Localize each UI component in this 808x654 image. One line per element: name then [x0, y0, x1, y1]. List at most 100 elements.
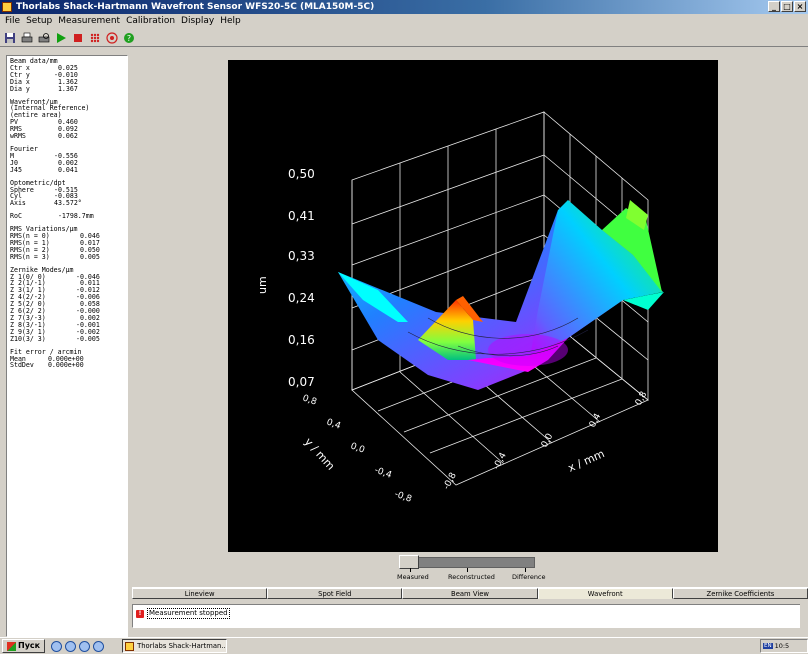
y-tick-label: 0,4: [325, 417, 342, 431]
menu-help[interactable]: Help: [220, 16, 241, 26]
stop-icon[interactable]: [71, 31, 85, 45]
result-row: Z 3(1/ 1) -0.012: [10, 287, 124, 294]
result-row: Z 9(3/ 1) -0.002: [10, 328, 124, 336]
menu-measurement[interactable]: Measurement: [58, 16, 121, 26]
menu-file[interactable]: File: [5, 16, 21, 26]
save-icon[interactable]: [3, 31, 17, 45]
spot-grid-icon[interactable]: [88, 31, 102, 45]
result-value: 0.050: [72, 245, 100, 254]
section-header: Beam data/mm: [10, 57, 58, 65]
slider-label-measured[interactable]: Measured: [397, 573, 429, 581]
email-icon[interactable]: [65, 640, 77, 652]
result-key: Z 2(1/-1): [10, 279, 46, 288]
result-value: 0.460: [50, 118, 78, 127]
optometric-section: Optometric/dpt Sphere -0.515 Cyl -0.083 …: [10, 178, 124, 208]
result-value: -0.046: [72, 272, 100, 281]
slider-tick: [525, 568, 526, 572]
result-row: Ctr x 0.025: [10, 65, 124, 72]
result-row: Dia y 1.367: [10, 84, 124, 93]
result-key: PV: [10, 118, 18, 127]
result-key: Z 4(2/-2): [10, 293, 46, 302]
window-title: Thorlabs Shack-Hartmann Wavefront Sensor…: [16, 2, 375, 12]
result-value: -1798.7mm: [50, 212, 94, 221]
results-panel[interactable]: Beam data/mm Ctr x 0.025 Ctr y -0.010 Di…: [6, 55, 128, 637]
section-header: Fourier: [10, 144, 38, 153]
menu-calibration[interactable]: Calibration: [126, 16, 176, 26]
result-value: -0.005: [72, 334, 100, 343]
play-icon[interactable]: [54, 31, 68, 45]
result-value: 0.092: [50, 125, 78, 134]
result-row: RMS(n = 0) 0.046: [10, 233, 124, 240]
close-button[interactable]: ×: [794, 1, 806, 12]
browser-icon[interactable]: [51, 640, 63, 652]
desktop-icon[interactable]: [79, 640, 91, 652]
result-value: 0.002: [72, 314, 100, 322]
result-row: J0 0.002: [10, 158, 124, 167]
help-icon[interactable]: ?: [122, 31, 136, 45]
y-tick-label: 0,8: [301, 393, 318, 407]
result-value: 1.367: [50, 84, 78, 93]
zernike-section: Zernike Modes/µm Z 1(0/ 0) -0.046 Z 2(1/…: [10, 266, 124, 343]
tab-spot-field[interactable]: Spot Field: [267, 588, 403, 599]
slider-label-difference[interactable]: Difference: [512, 573, 546, 581]
log-scrollbar[interactable]: [800, 604, 808, 628]
result-row: M -0.556: [10, 151, 124, 160]
result-value: 0.005: [72, 252, 100, 261]
maximize-button[interactable]: □: [781, 1, 793, 12]
tab-lineview[interactable]: Lineview: [132, 588, 268, 599]
view-slider-track[interactable]: [400, 557, 535, 568]
result-value: -0.556: [50, 151, 78, 160]
result-row: Axis 43.572°: [10, 200, 124, 207]
print-icon[interactable]: [20, 31, 34, 45]
result-value: 1.362: [50, 77, 78, 86]
result-value: 0.046: [72, 232, 100, 241]
title-bar[interactable]: Thorlabs Shack-Hartmann Wavefront Sensor…: [0, 0, 808, 14]
taskbar-app-button[interactable]: Thorlabs Shack-Hartman...: [122, 639, 228, 653]
print-preview-icon[interactable]: [37, 31, 51, 45]
result-row: Z10(3/ 3) -0.005: [10, 334, 124, 343]
menu-display[interactable]: Display: [181, 16, 215, 26]
result-value: 0.000e+00: [40, 361, 84, 370]
y-axis-label: y / mm: [302, 435, 338, 472]
z-axis: 0,50 0,41 0,33 0,24 0,16 0,07 um: [256, 167, 315, 389]
result-value: 0.002: [50, 158, 78, 167]
menu-setup[interactable]: Setup: [26, 16, 53, 26]
tab-wavefront[interactable]: Wavefront: [537, 588, 673, 599]
start-button[interactable]: Пуск: [2, 639, 46, 653]
y-tick-label: 0,0: [349, 441, 366, 455]
result-value: -0.515: [50, 185, 78, 194]
tab-beam-view[interactable]: Beam View: [402, 588, 538, 599]
result-key: Z 7(3/-3): [10, 314, 46, 322]
tab-zernike-coefficients[interactable]: Zernike Coefficients: [672, 588, 808, 599]
minimize-button[interactable]: _: [768, 1, 780, 12]
result-row: Ctr y -0.010: [10, 71, 124, 79]
result-key: J45: [10, 165, 22, 174]
section-header: Optometric/dpt: [10, 178, 66, 187]
result-row: Dia x 1.362: [10, 77, 124, 86]
media-icon[interactable]: [93, 640, 105, 652]
x-axis-label: x / mm: [566, 447, 607, 475]
z-tick-label: 0,33: [288, 249, 315, 263]
app-icon: [2, 2, 12, 12]
slider-label-reconstructed[interactable]: Reconstructed: [448, 573, 495, 581]
result-key: J0: [10, 158, 18, 167]
app-icon: [125, 642, 135, 651]
wavefront-3d-plot[interactable]: 0,50 0,41 0,33 0,24 0,16 0,07 um 0,8 0,4…: [228, 60, 718, 552]
clock[interactable]: 10:5: [774, 642, 790, 650]
language-indicator[interactable]: EN: [763, 643, 773, 649]
x-tick-label: 0,4: [588, 412, 604, 430]
z-tick-label: 0,07: [288, 375, 315, 389]
result-value: 0.058: [72, 300, 100, 309]
result-row: PV 0.460: [10, 119, 124, 126]
message-log[interactable]: ! Measurement stopped: [132, 604, 808, 628]
result-key: Z 6(2/ 2): [10, 307, 46, 316]
result-row: Z 5(2/ 0) 0.058: [10, 301, 124, 308]
result-key: Z 8(3/-1): [10, 320, 46, 329]
section-subheader: (entire area): [10, 111, 62, 120]
log-entry: ! Measurement stopped: [136, 608, 230, 619]
target-icon[interactable]: [105, 31, 119, 45]
z-axis-label: um: [256, 276, 269, 294]
view-slider-thumb[interactable]: [399, 555, 419, 569]
result-key: RMS(n = 3): [10, 252, 50, 261]
